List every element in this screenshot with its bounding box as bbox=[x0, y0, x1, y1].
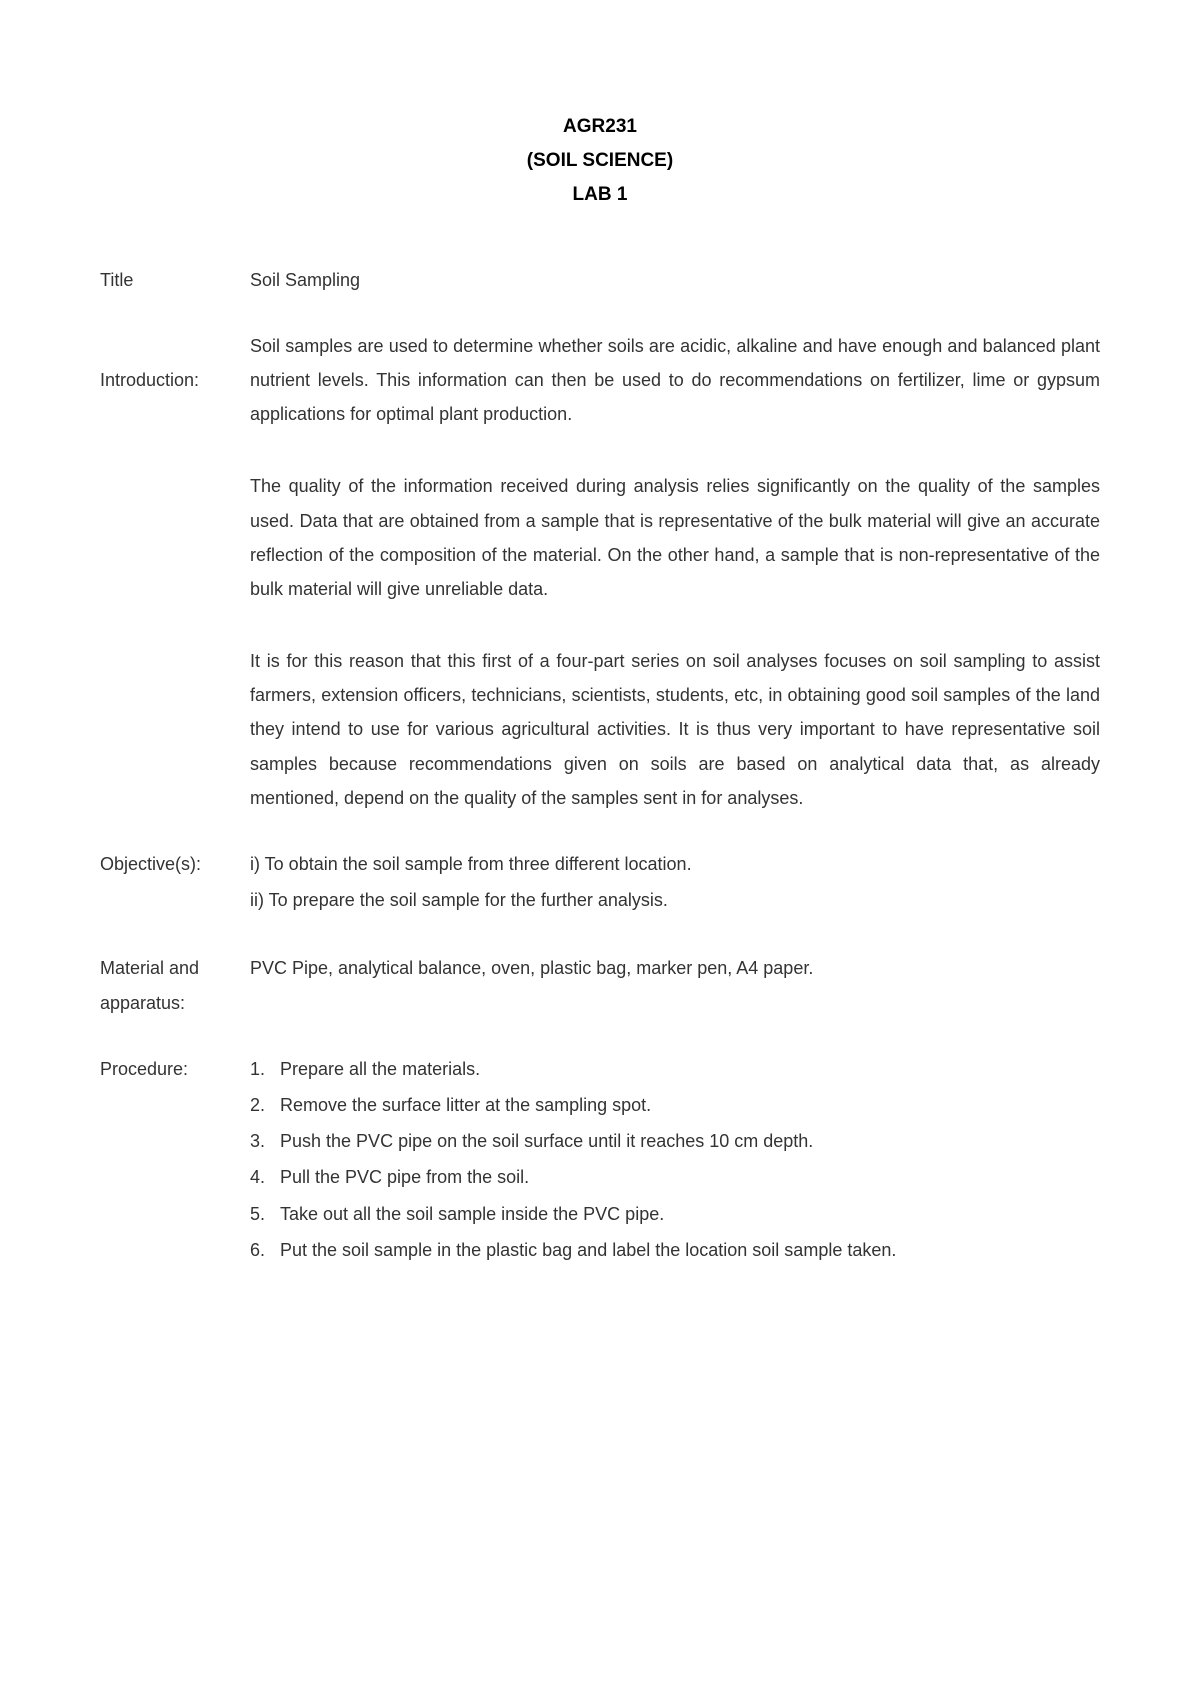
step-text: Push the PVC pipe on the soil surface un… bbox=[280, 1124, 1100, 1158]
document-content: Title Soil Sampling Introduction: Soil s… bbox=[100, 263, 1100, 1269]
step-number: 5. bbox=[250, 1197, 280, 1231]
objective-item: i) To obtain the soil sample from three … bbox=[250, 847, 1100, 881]
procedure-list: 1. Prepare all the materials. 2. Remove … bbox=[250, 1052, 1100, 1267]
objectives-label-text: Objective(s): bbox=[100, 854, 201, 874]
procedure-value: 1. Prepare all the materials. 2. Remove … bbox=[250, 1052, 1100, 1269]
title-section: Title Soil Sampling bbox=[100, 263, 1100, 297]
introduction-paragraph: The quality of the information received … bbox=[250, 469, 1100, 606]
materials-section: Material and apparatus: PVC Pipe, analyt… bbox=[100, 951, 1100, 1019]
step-text: Pull the PVC pipe from the soil. bbox=[280, 1160, 1100, 1194]
procedure-step: 1. Prepare all the materials. bbox=[250, 1052, 1100, 1086]
introduction-section: Introduction: Soil samples are used to d… bbox=[100, 329, 1100, 815]
materials-label: Material and apparatus: bbox=[100, 951, 250, 1019]
procedure-step: 5. Take out all the soil sample inside t… bbox=[250, 1197, 1100, 1231]
introduction-paragraph: It is for this reason that this first of… bbox=[250, 644, 1100, 815]
step-number: 6. bbox=[250, 1233, 280, 1267]
step-number: 4. bbox=[250, 1160, 280, 1194]
step-text: Prepare all the materials. bbox=[280, 1052, 1100, 1086]
procedure-label: Procedure: bbox=[100, 1052, 250, 1269]
procedure-step: 4. Pull the PVC pipe from the soil. bbox=[250, 1160, 1100, 1194]
procedure-section: Procedure: 1. Prepare all the materials.… bbox=[100, 1052, 1100, 1269]
introduction-value: Soil samples are used to determine wheth… bbox=[250, 329, 1100, 815]
objective-item: ii) To prepare the soil sample for the f… bbox=[250, 883, 1100, 917]
objectives-list: i) To obtain the soil sample from three … bbox=[250, 847, 1100, 917]
introduction-paragraph: Soil samples are used to determine wheth… bbox=[250, 329, 1100, 432]
introduction-label: Introduction: bbox=[100, 329, 250, 397]
procedure-step: 2. Remove the surface litter at the samp… bbox=[250, 1088, 1100, 1122]
step-number: 2. bbox=[250, 1088, 280, 1122]
title-value: Soil Sampling bbox=[250, 263, 1100, 297]
objectives-value: i) To obtain the soil sample from three … bbox=[250, 847, 1100, 919]
document-header: AGR231 (SOIL SCIENCE) LAB 1 bbox=[100, 110, 1100, 213]
step-number: 1. bbox=[250, 1052, 280, 1086]
objectives-section: Objective(s): i) To obtain the soil samp… bbox=[100, 847, 1100, 919]
course-code: AGR231 bbox=[100, 110, 1100, 144]
lab-number: LAB 1 bbox=[100, 178, 1100, 212]
procedure-step: 3. Push the PVC pipe on the soil surface… bbox=[250, 1124, 1100, 1158]
course-name: (SOIL SCIENCE) bbox=[100, 144, 1100, 178]
materials-value: PVC Pipe, analytical balance, oven, plas… bbox=[250, 951, 1100, 1019]
step-number: 3. bbox=[250, 1124, 280, 1158]
step-text: Remove the surface litter at the samplin… bbox=[280, 1088, 1100, 1122]
step-text: Take out all the soil sample inside the … bbox=[280, 1197, 1100, 1231]
title-label: Title bbox=[100, 263, 250, 297]
step-text: Put the soil sample in the plastic bag a… bbox=[280, 1233, 1100, 1267]
procedure-step: 6. Put the soil sample in the plastic ba… bbox=[250, 1233, 1100, 1267]
objectives-label: Objective(s): bbox=[100, 847, 250, 919]
